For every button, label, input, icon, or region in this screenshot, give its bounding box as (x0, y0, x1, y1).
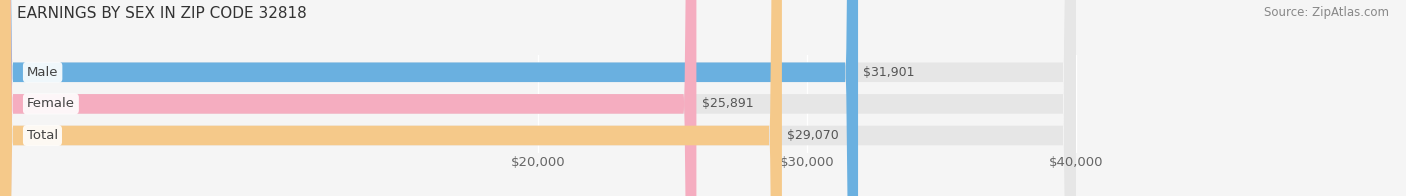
FancyBboxPatch shape (0, 0, 1076, 196)
Text: $31,901: $31,901 (863, 66, 915, 79)
Text: $29,070: $29,070 (787, 129, 839, 142)
Text: Source: ZipAtlas.com: Source: ZipAtlas.com (1264, 6, 1389, 19)
FancyBboxPatch shape (0, 0, 858, 196)
FancyBboxPatch shape (0, 0, 1076, 196)
FancyBboxPatch shape (0, 0, 696, 196)
Text: EARNINGS BY SEX IN ZIP CODE 32818: EARNINGS BY SEX IN ZIP CODE 32818 (17, 6, 307, 21)
Text: $25,891: $25,891 (702, 97, 754, 110)
FancyBboxPatch shape (0, 0, 1076, 196)
Text: Total: Total (27, 129, 58, 142)
Text: Male: Male (27, 66, 59, 79)
Text: Female: Female (27, 97, 75, 110)
FancyBboxPatch shape (0, 0, 782, 196)
